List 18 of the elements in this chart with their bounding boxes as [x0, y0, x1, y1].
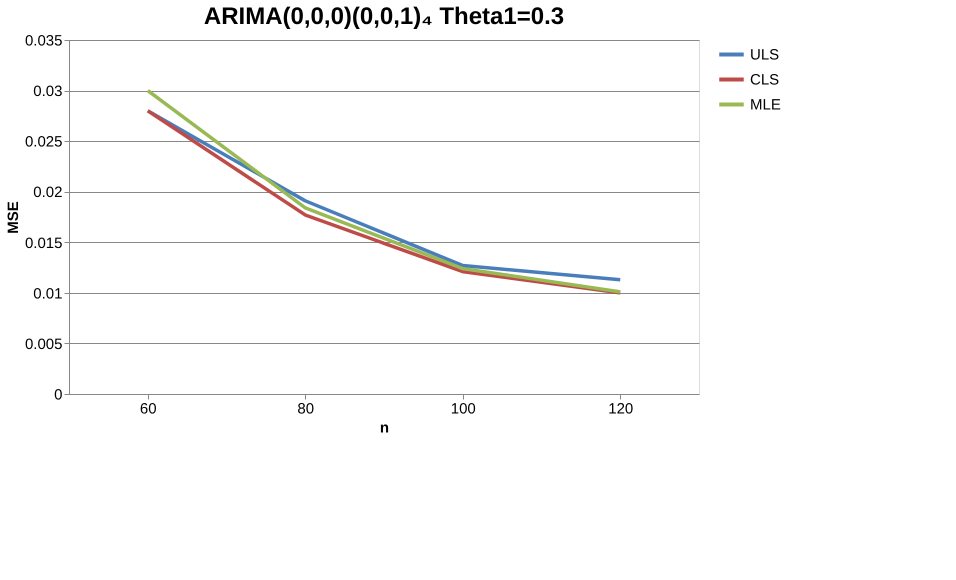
y-axis-title: MSE [4, 201, 22, 234]
y-tick-label: 0.01 [33, 285, 62, 302]
x-tick-label: 120 [608, 400, 634, 418]
legend-label: CLS [750, 72, 780, 88]
y-tick-label: 0.02 [33, 184, 62, 202]
y-tick-label: 0.005 [24, 336, 62, 353]
y-tick-label: 0.035 [24, 32, 62, 50]
y-tick-label: 0.015 [24, 234, 62, 252]
y-tick-label: 0.03 [33, 83, 62, 100]
x-axis-title: n [380, 420, 390, 436]
x-tick-label: 80 [297, 400, 314, 418]
x-tick-label: 100 [450, 400, 476, 418]
chart-title: ARIMA(0,0,0)(0,0,1)₄ Theta1=0.3 [204, 3, 564, 30]
x-tick-label: 60 [140, 400, 157, 418]
legend-label: MLE [750, 96, 781, 114]
legend-label: ULS [750, 46, 780, 64]
y-tick-label: 0.025 [24, 134, 62, 151]
y-tick-label: 0 [54, 386, 62, 404]
